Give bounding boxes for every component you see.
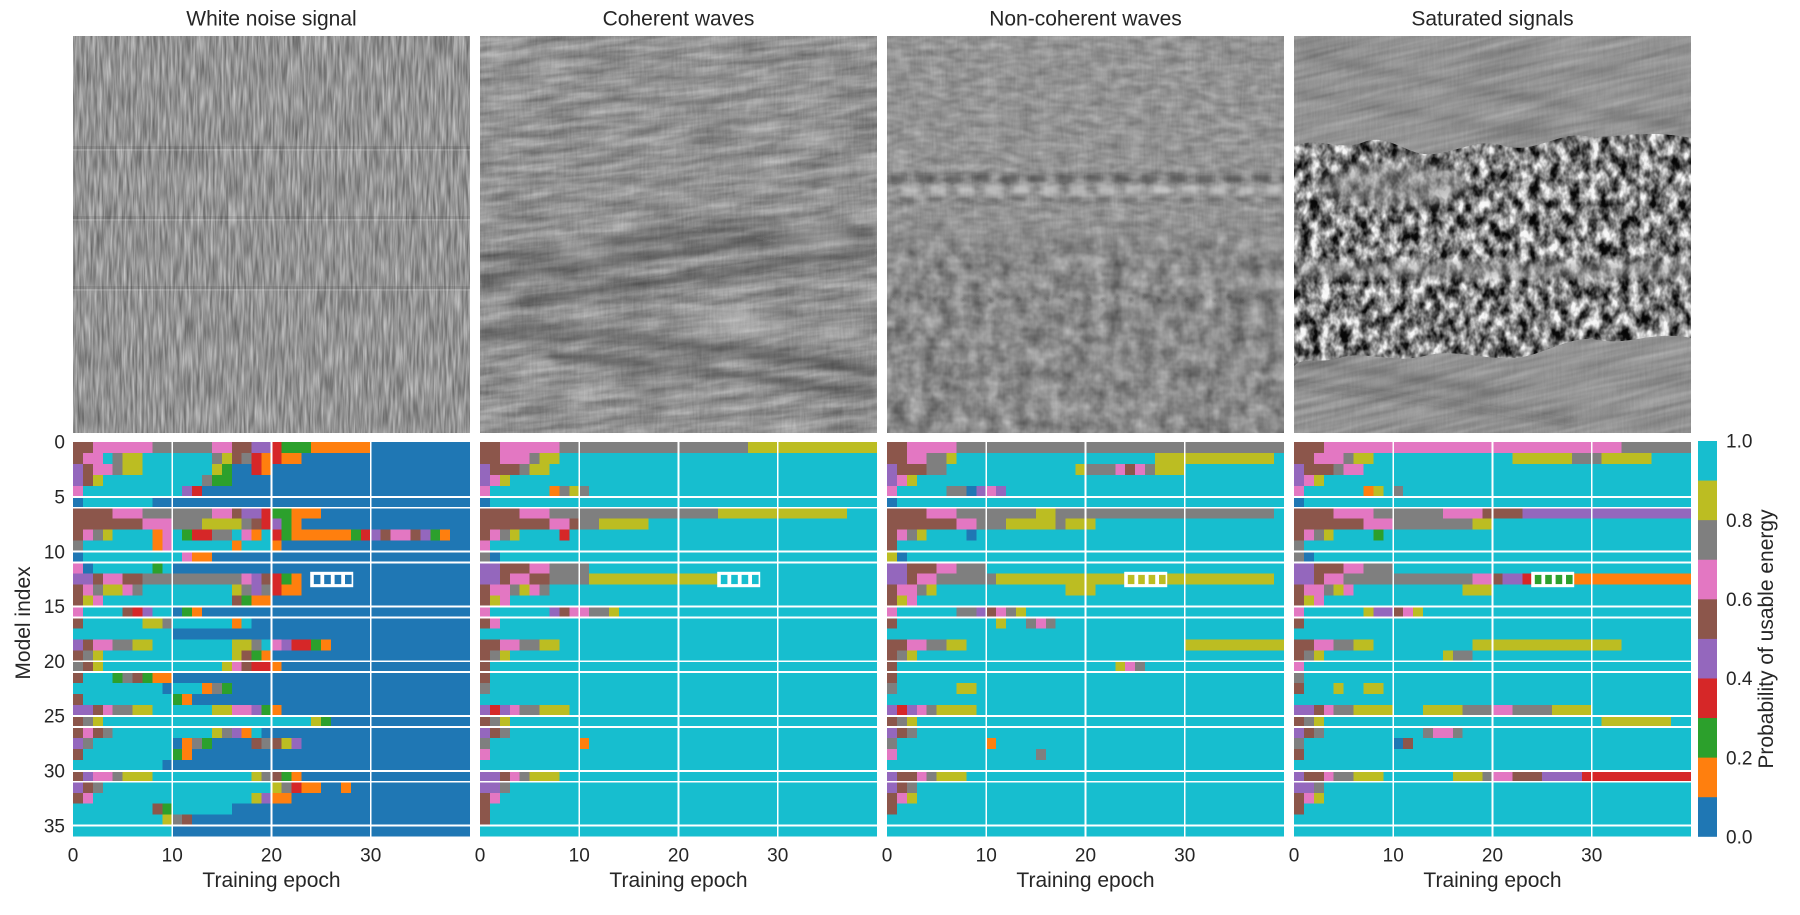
svg-text:0.0: 0.0 [1726,828,1752,849]
svg-text:20: 20 [668,846,689,867]
svg-text:White noise signal: White noise signal [186,8,356,31]
svg-text:0.4: 0.4 [1726,669,1753,690]
svg-text:10: 10 [44,542,65,563]
svg-text:Training epoch: Training epoch [202,869,340,892]
svg-text:0.8: 0.8 [1726,511,1752,532]
svg-text:10: 10 [569,846,590,867]
svg-text:30: 30 [1581,846,1602,867]
svg-text:5: 5 [54,488,65,509]
svg-text:30: 30 [767,846,788,867]
svg-text:15: 15 [44,597,65,618]
svg-text:0: 0 [68,846,79,867]
svg-text:Training epoch: Training epoch [1423,869,1561,892]
svg-text:0: 0 [475,846,486,867]
svg-text:10: 10 [162,846,183,867]
svg-text:Model index: Model index [12,566,35,680]
svg-text:30: 30 [1174,846,1195,867]
svg-text:0: 0 [1289,846,1300,867]
svg-text:Non-coherent waves: Non-coherent waves [989,8,1182,31]
svg-text:30: 30 [44,762,65,783]
svg-text:Coherent waves: Coherent waves [603,8,755,31]
svg-text:1.0: 1.0 [1726,432,1752,453]
svg-text:10: 10 [1383,846,1404,867]
svg-text:20: 20 [1075,846,1096,867]
svg-text:Training epoch: Training epoch [609,869,747,892]
svg-text:Saturated signals: Saturated signals [1411,8,1573,31]
svg-text:0: 0 [882,846,893,867]
svg-text:0.6: 0.6 [1726,590,1752,611]
svg-text:10: 10 [976,846,997,867]
svg-text:20: 20 [261,846,282,867]
svg-text:0: 0 [54,433,65,454]
svg-text:Training epoch: Training epoch [1016,869,1154,892]
svg-text:35: 35 [44,816,65,837]
svg-text:25: 25 [44,707,65,728]
svg-text:Probability of usable energy: Probability of usable energy [1755,509,1778,769]
svg-text:30: 30 [360,846,381,867]
svg-text:20: 20 [1482,846,1503,867]
svg-text:20: 20 [44,652,65,673]
svg-text:0.2: 0.2 [1726,748,1752,769]
